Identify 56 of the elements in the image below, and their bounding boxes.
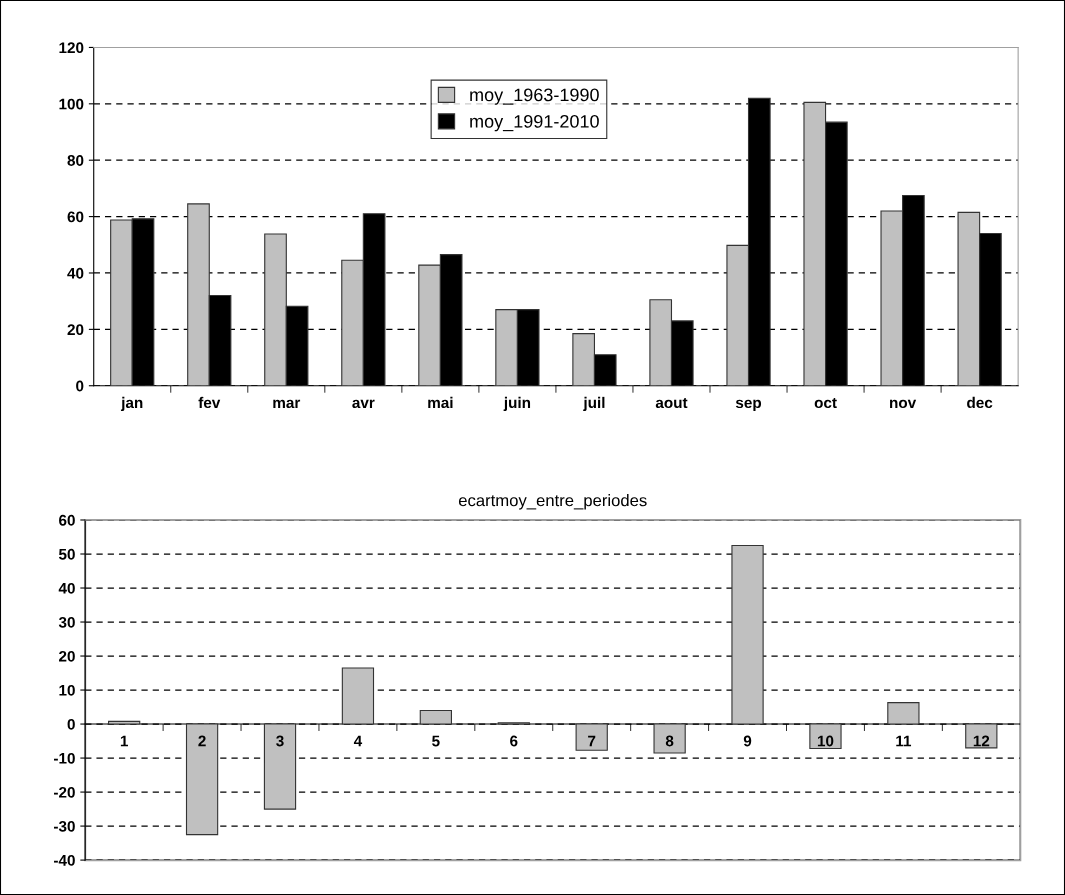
x-tick-label: 4 bbox=[353, 735, 363, 747]
x-tick-label: juil bbox=[583, 396, 605, 412]
x-tick-label: 10 bbox=[817, 735, 834, 747]
x-tick-label: mai bbox=[428, 396, 453, 409]
y-tick-label: 40 bbox=[67, 267, 84, 279]
bar bbox=[263, 723, 297, 810]
bar bbox=[341, 667, 375, 725]
x-tick-label: 11 bbox=[896, 735, 912, 747]
y-tick-label: 50 bbox=[58, 548, 75, 560]
y-tick-label: 30 bbox=[58, 616, 75, 628]
bar bbox=[965, 723, 998, 749]
x-tick-label: fev bbox=[198, 396, 221, 409]
y-tick-label: 20 bbox=[59, 650, 75, 662]
x-tick-label: juin bbox=[503, 396, 531, 412]
x-tick-label: 7 bbox=[588, 735, 596, 747]
y-tick-label: 40 bbox=[58, 582, 75, 594]
x-tick-label: 2 bbox=[198, 735, 206, 747]
x-tick-label: 6 bbox=[510, 735, 518, 747]
x-tick-label: 5 bbox=[432, 735, 440, 747]
y-tick-label: -30 bbox=[54, 820, 75, 832]
y-tick-label: 100 bbox=[59, 98, 84, 110]
x-tick-label: 8 bbox=[665, 735, 674, 747]
legend-label: moy_1963-1990 bbox=[470, 88, 599, 105]
y-tick-label: 0 bbox=[67, 718, 75, 730]
bar bbox=[809, 723, 842, 750]
x-tick-label: 3 bbox=[276, 735, 284, 747]
x-tick-label: aout bbox=[655, 397, 688, 409]
x-tick-label: mar bbox=[273, 399, 301, 409]
y-tick-label: 120 bbox=[59, 42, 84, 54]
x-tick-label: dec bbox=[967, 396, 993, 409]
bar bbox=[731, 544, 764, 725]
legend-label: moy_1991-2010 bbox=[470, 114, 599, 132]
bar bbox=[575, 723, 608, 751]
y-tick-label: 60 bbox=[59, 514, 75, 526]
y-tick-label: 80 bbox=[67, 155, 84, 166]
y-tick-label: 0 bbox=[76, 380, 84, 392]
x-tick-label: oct bbox=[814, 397, 837, 409]
y-tick-label: 60 bbox=[67, 211, 84, 223]
x-tick-label: 9 bbox=[743, 735, 752, 747]
bar bbox=[419, 709, 452, 725]
y-tick-label: -40 bbox=[54, 854, 75, 866]
y-tick-label: 10 bbox=[59, 684, 75, 696]
y-tick-label: 20 bbox=[67, 324, 84, 336]
bar bbox=[108, 720, 141, 725]
y-tick-label: -20 bbox=[54, 786, 75, 798]
x-tick-label: 12 bbox=[973, 735, 990, 747]
bar bbox=[185, 723, 219, 836]
x-tick-label: sep bbox=[735, 399, 762, 412]
x-tick-label: nov bbox=[890, 399, 917, 409]
x-tick-label: 1 bbox=[120, 735, 128, 747]
bar bbox=[887, 702, 920, 725]
bar bbox=[653, 723, 686, 754]
y-tick-label: -10 bbox=[54, 752, 75, 764]
chart-title: ecartmoy_entre_periodes bbox=[458, 494, 647, 510]
x-tick-label: jan bbox=[120, 396, 143, 412]
x-tick-label: avr bbox=[352, 399, 375, 409]
